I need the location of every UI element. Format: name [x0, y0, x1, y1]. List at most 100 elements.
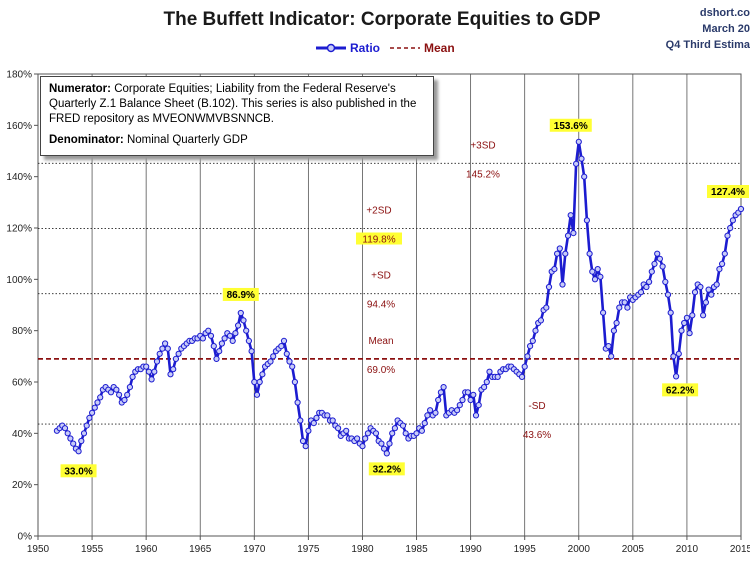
- ratio-point: [199, 335, 206, 342]
- ref-label-value: 119.8%: [362, 235, 395, 246]
- data-label-bg: [222, 287, 259, 301]
- ratio-point: [399, 422, 407, 429]
- ref-label-value: 69.0%: [367, 365, 395, 376]
- ratio-point: [537, 317, 545, 324]
- ratio-point: [675, 350, 682, 357]
- ratio-point: [107, 389, 115, 396]
- ratio-point: [75, 448, 82, 455]
- ratio-point: [440, 384, 447, 391]
- legend-ratio-label: Ratio: [350, 41, 380, 55]
- ratio-point: [221, 335, 228, 342]
- ratio-point: [359, 443, 366, 450]
- ratio-point: [524, 353, 531, 360]
- data-label: 32.2%: [373, 464, 401, 475]
- ref-label-value: 43.6%: [523, 430, 551, 441]
- ratio-point: [691, 289, 699, 296]
- ratio-point: [570, 230, 577, 237]
- y-tick-label: 0%: [18, 532, 33, 543]
- x-tick-label: 2015: [730, 544, 750, 555]
- y-tick-label: 40%: [12, 429, 32, 440]
- ratio-point: [283, 350, 290, 357]
- ratio-point: [343, 427, 350, 434]
- ratio-point: [64, 430, 71, 437]
- ratio-point: [727, 224, 734, 232]
- y-tick-label: 120%: [6, 224, 32, 235]
- x-tick-label: 1980: [351, 544, 374, 555]
- ratio-point: [232, 330, 239, 337]
- x-tick-label: 1970: [243, 544, 266, 555]
- ratio-point: [719, 260, 726, 267]
- data-label: 86.9%: [227, 290, 255, 301]
- ratio-point: [702, 299, 710, 306]
- ratio-point: [310, 420, 317, 427]
- ratio-point: [597, 273, 604, 280]
- ratio-point: [464, 389, 471, 396]
- ratio-point: [278, 343, 285, 350]
- ratio-point: [559, 281, 566, 288]
- ratio-point: [686, 330, 693, 337]
- ratio-point: [172, 355, 179, 362]
- x-tick-label: 1985: [405, 544, 428, 555]
- ratio-point: [159, 345, 166, 352]
- ratio-point: [354, 435, 361, 442]
- source-line-2: March 20: [702, 23, 750, 35]
- data-label: 153.6%: [554, 121, 588, 132]
- ref-label-name: Mean: [368, 336, 393, 347]
- ratio-point: [683, 314, 691, 321]
- ratio-point: [708, 291, 715, 298]
- ratio-point: [383, 450, 390, 457]
- ratio-point: [562, 250, 569, 257]
- ratio-point: [532, 327, 539, 334]
- data-label: 33.0%: [64, 466, 92, 477]
- ratio-point: [381, 445, 388, 452]
- ratio-point: [270, 353, 277, 360]
- y-tick-label: 20%: [12, 480, 32, 491]
- ratio-point: [83, 422, 90, 429]
- ratio-point: [124, 391, 131, 398]
- ratio-point: [151, 368, 158, 375]
- ratio-point: [705, 286, 712, 293]
- ratio-point: [424, 412, 431, 419]
- ratio-point: [467, 396, 474, 404]
- ratio-point: [413, 430, 420, 437]
- legend-ratio-marker: [326, 43, 336, 53]
- ratio-point: [527, 343, 534, 350]
- ratio-point: [662, 278, 669, 285]
- ratio-point: [608, 353, 615, 360]
- ratio-point: [210, 343, 217, 350]
- ratio-point: [637, 289, 645, 296]
- ratio-point: [378, 440, 385, 447]
- ratio-point: [86, 414, 93, 421]
- x-tick-label: 2000: [568, 544, 591, 555]
- ratio-point: [545, 283, 553, 291]
- ratio-point: [286, 358, 293, 365]
- numerator-text: Corporate Equities; Liability from the F…: [49, 83, 417, 125]
- ratio-point: [594, 266, 601, 273]
- ratio-point: [245, 337, 252, 344]
- data-label: 62.2%: [666, 385, 694, 396]
- definition-note: Numerator: Corporate Equities; Liability…: [40, 76, 434, 156]
- ratio-point: [67, 435, 74, 442]
- ratio-point: [145, 368, 152, 375]
- ratio-point: [475, 402, 482, 409]
- ratio-point: [664, 291, 672, 298]
- ratio-point: [737, 205, 745, 213]
- ref-label-name: +SD: [371, 271, 391, 282]
- ratio-point: [494, 373, 501, 380]
- ratio-point: [243, 327, 250, 334]
- y-tick-label: 160%: [6, 121, 32, 132]
- ratio-point: [121, 396, 128, 404]
- ratio-point: [156, 350, 163, 357]
- ratio-point: [529, 337, 536, 344]
- ratio-point: [551, 266, 558, 273]
- ratio-point: [248, 348, 255, 355]
- ratio-point: [256, 378, 263, 386]
- ratio-point: [216, 348, 223, 355]
- ratio-point: [435, 396, 442, 404]
- ratio-point: [116, 391, 123, 398]
- ratio-point: [267, 358, 274, 365]
- numerator-line: Numerator: Corporate Equities; Liability…: [49, 82, 433, 127]
- x-tick-label: 1960: [135, 544, 158, 555]
- ratio-point: [175, 350, 182, 357]
- ratio-point: [302, 443, 309, 450]
